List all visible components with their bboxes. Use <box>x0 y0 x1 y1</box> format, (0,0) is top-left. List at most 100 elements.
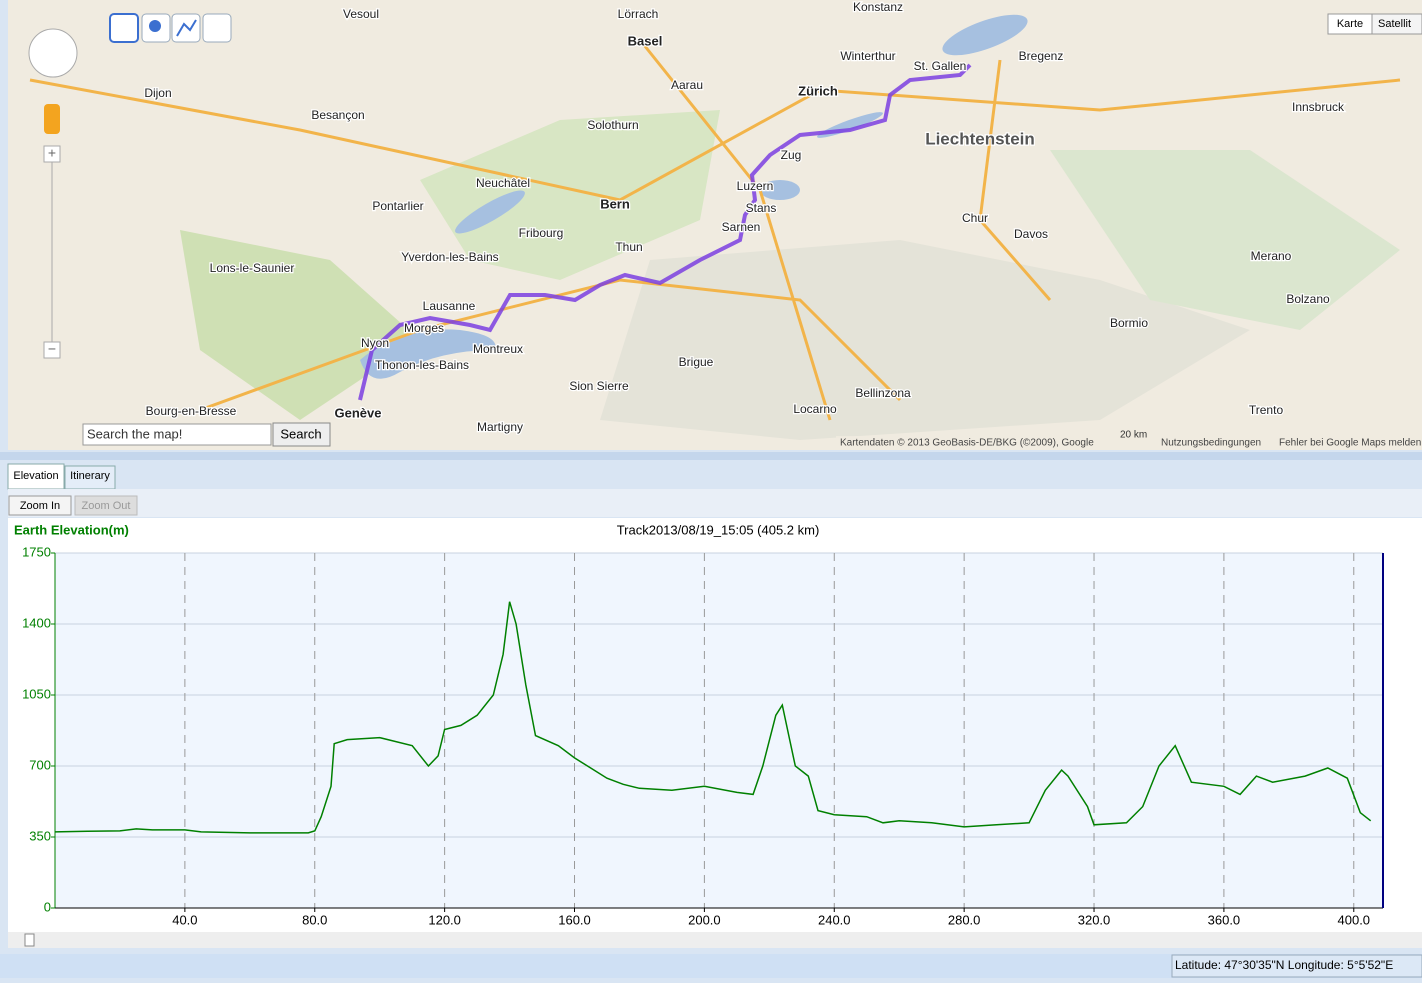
line-icon <box>176 19 197 37</box>
map-label: Montreux <box>473 342 523 356</box>
lake <box>942 14 1028 56</box>
button-label: Zoom Out <box>82 500 131 512</box>
scrollbar[interactable] <box>8 932 1422 948</box>
terms[interactable]: Nutzungsbedingungen <box>1161 438 1261 449</box>
y-tick-label: 700 <box>29 757 51 772</box>
map-type-label: Karte <box>1337 18 1363 30</box>
zoom-in-button[interactable] <box>8 495 72 516</box>
x-tick-label: 80.0 <box>302 912 327 927</box>
minus-icon: − <box>48 341 56 357</box>
map-label: Zürich <box>798 83 838 98</box>
route <box>358 63 972 401</box>
copyright: Kartendaten © 2013 GeoBasis-DE/BKG (©200… <box>840 438 1094 449</box>
map-label: Konstanz <box>853 0 903 14</box>
map-label: Bourg-en-Bresse <box>146 404 237 418</box>
map-label: Trento <box>1249 403 1284 417</box>
tab-active[interactable] <box>7 463 65 490</box>
x-tick-label: 160.0 <box>558 912 591 927</box>
map-tools: + − <box>28 13 232 359</box>
map-label: Stans <box>746 201 777 215</box>
y-tick-label: 350 <box>29 828 51 843</box>
pan-control[interactable] <box>28 28 78 78</box>
map-label: Luzern <box>737 179 774 193</box>
pegman[interactable] <box>44 104 60 134</box>
route-tool[interactable] <box>202 13 232 43</box>
forest <box>1050 150 1400 330</box>
map-label: Aarau <box>671 78 703 92</box>
button-label: Zoom In <box>20 500 60 512</box>
map-label: Innsbruck <box>1292 100 1345 114</box>
map-label: Brigue <box>679 355 714 369</box>
pan-tool[interactable] <box>109 13 139 43</box>
x-tick-label: 40.0 <box>172 912 197 927</box>
map-label: Chur <box>962 211 988 225</box>
map-label: Bellinzona <box>855 386 911 400</box>
map-label: Bormio <box>1110 316 1148 330</box>
search-input[interactable] <box>82 423 272 446</box>
scroll-thumb[interactable] <box>24 933 35 947</box>
y-axis-title: Earth Elevation(m) <box>14 522 129 537</box>
map-label: Liechtenstein <box>925 129 1035 148</box>
forest <box>420 110 720 280</box>
zoom-minus[interactable] <box>43 341 61 359</box>
map-label: St. Gallen <box>914 59 967 73</box>
elevation-line <box>54 601 1372 834</box>
map-label: Yverdon-les-Bains <box>401 250 498 264</box>
search-button-label: Search <box>280 426 321 441</box>
lake <box>760 180 800 200</box>
x-tick-label: 400.0 <box>1338 912 1371 927</box>
map-label: Nyon <box>361 336 389 350</box>
map-label: Lausanne <box>423 299 476 313</box>
line-tool[interactable] <box>171 13 201 43</box>
map-label: Dijon <box>144 86 171 100</box>
x-tick-label: 200.0 <box>688 912 721 927</box>
marker-icon <box>149 20 161 32</box>
map-label: Zug <box>781 148 802 162</box>
x-tick-label: 360.0 <box>1208 912 1241 927</box>
map-label: Sion Sierre <box>569 379 629 393</box>
map-label: Lörrach <box>618 7 659 21</box>
map-label: Neuchâtel <box>476 176 530 190</box>
map-label: Thonon-les-Bains <box>375 358 469 372</box>
tab-label: Itinerary <box>70 470 110 482</box>
map-labels: Basel Zürich Bern Luzern Lausanne Genève Thun F… <box>143 0 1346 435</box>
map-type-label: Satellit <box>1378 18 1411 30</box>
y-tick-label: 0 <box>44 899 51 914</box>
map-label: Lons-le-Saunier <box>210 261 295 275</box>
zoom-out-button[interactable] <box>74 495 138 516</box>
map-label: Basel <box>628 33 663 48</box>
tab-label: Elevation <box>13 470 58 482</box>
toolbar <box>8 489 1422 517</box>
map-label: Merano <box>1251 249 1292 263</box>
map-label: Davos <box>1014 227 1048 241</box>
map-label: Vesoul <box>343 7 379 21</box>
chart: 0 350 700 1050 1400 1750 40.0 80.0 120.0 160.0 200… <box>22 544 1384 927</box>
lake <box>360 329 496 379</box>
map-label: Locarno <box>793 402 837 416</box>
chart-title: Track2013/08/19_15:05 (405.2 km) <box>617 522 820 537</box>
scale-label: 20 km <box>1120 430 1147 441</box>
lake <box>455 190 525 234</box>
y-tick-label: 1750 <box>22 544 51 559</box>
report[interactable]: Fehler bei Google Maps melden <box>1279 438 1421 449</box>
mountains <box>600 240 1250 440</box>
splitter <box>0 452 1422 460</box>
x-tick-label: 280.0 <box>948 912 981 927</box>
map-label: Fribourg <box>519 226 564 240</box>
search-button[interactable] <box>272 422 331 447</box>
map: + − Karte Satellit Search the map! Searc… <box>8 0 1422 450</box>
attribution-bg <box>836 436 1422 450</box>
plot-area <box>55 553 1383 908</box>
y-tick-label: 1050 <box>22 686 51 701</box>
map-type-button[interactable] <box>1371 13 1422 35</box>
map-label: Bern <box>600 196 630 211</box>
map-label: Genève <box>335 405 382 420</box>
plus-icon: + <box>48 145 56 161</box>
x-tick-label: 320.0 <box>1078 912 1111 927</box>
map-label: Bolzano <box>1286 292 1330 306</box>
map-label: Thun <box>615 240 642 254</box>
forest <box>180 230 420 420</box>
map-label: Martigny <box>477 420 523 434</box>
